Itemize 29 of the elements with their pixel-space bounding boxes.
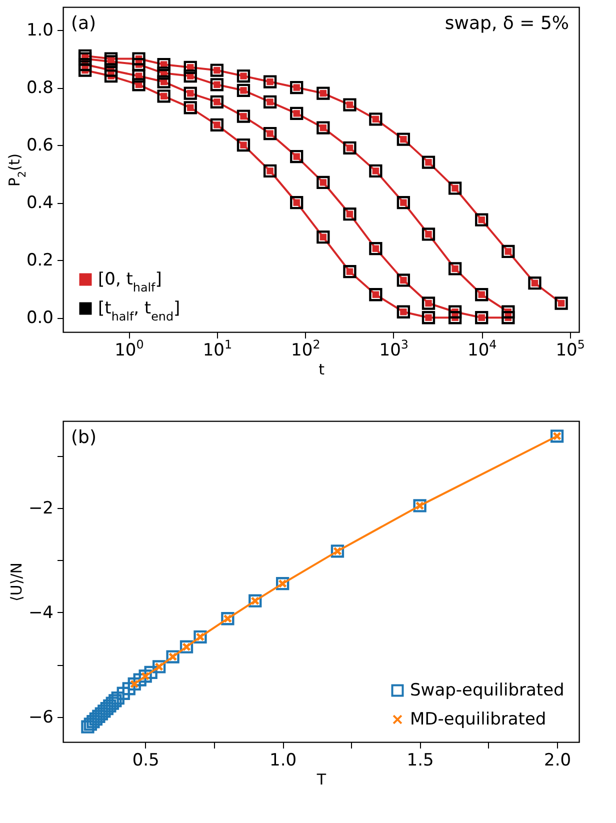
x-tick-label: 10$^{0}$ [114, 338, 144, 360]
x-tick-label: 0.5 [132, 750, 160, 770]
legend-label: Swap-equilibrated [410, 680, 564, 700]
y-tick-label: 0.4 [26, 193, 54, 214]
legend-label: [0, t$_{half}$] [98, 270, 162, 294]
x-axis-title: T [316, 770, 327, 788]
legend-label: [t$_{half}$, t$_{end}$] [98, 298, 180, 324]
y-tick-label: −6 [28, 707, 54, 728]
annotation: swap, δ = 5% [444, 13, 569, 34]
x-tick-label: 10$^{3}$ [379, 338, 408, 360]
x-tick-label: 10$^{4}$ [468, 338, 497, 360]
y-tick-label: 0.6 [26, 136, 54, 156]
y-tick-label: 0.8 [26, 78, 54, 98]
x-tick-label: 10$^{2}$ [291, 338, 320, 360]
y-tick-label: 0.0 [26, 308, 54, 328]
x-axis-title: t [318, 360, 325, 378]
annotation: (a) [71, 13, 96, 34]
y-tick-label: 1.0 [26, 20, 54, 41]
y-tick-label: −4 [28, 602, 54, 623]
x-tick-label: 10$^{5}$ [556, 338, 585, 360]
x-tick-label: 1.5 [406, 750, 434, 770]
legend-label: MD-equilibrated [410, 710, 546, 730]
x-tick-label: 2.0 [544, 750, 572, 770]
y-tick-label: −2 [28, 498, 54, 518]
annotation: (b) [71, 427, 96, 448]
y-axis-title: ⟨U⟩/N [7, 562, 26, 602]
x-tick-label: 10$^{1}$ [202, 338, 232, 360]
x-tick-label: 1.0 [270, 750, 297, 770]
y-tick-label: 0.2 [26, 250, 54, 271]
